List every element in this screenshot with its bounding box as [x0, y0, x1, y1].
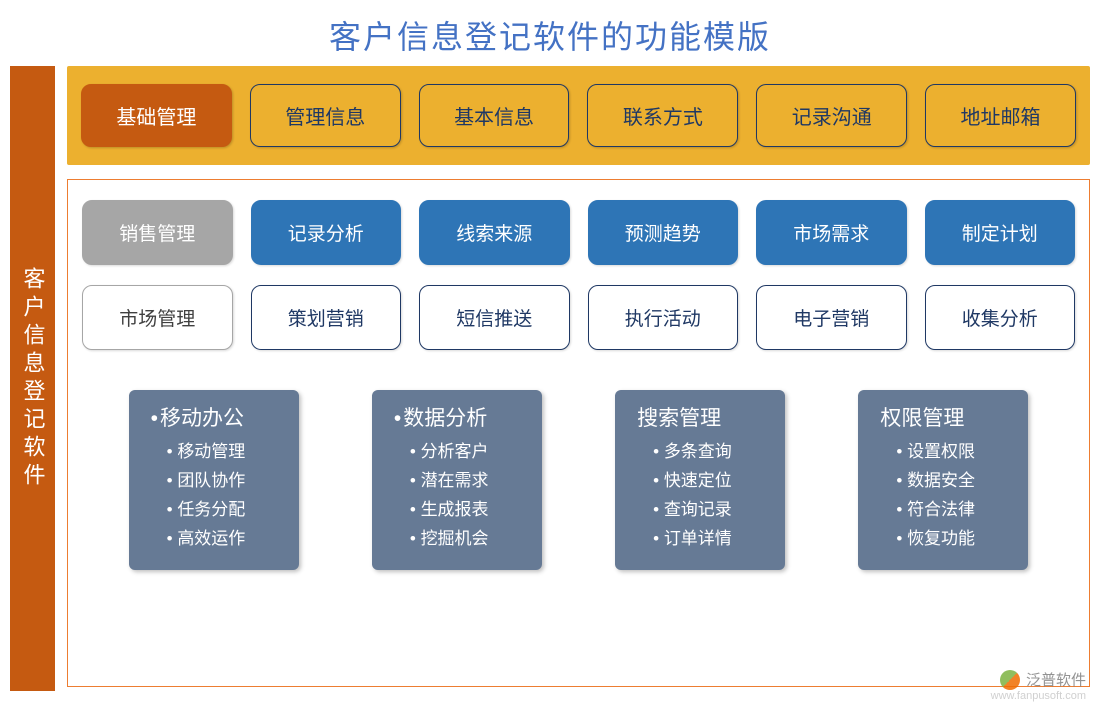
row-head-sales: 销售管理: [82, 200, 233, 265]
card-item: 任务分配: [167, 496, 277, 525]
watermark-logo-icon: [1000, 670, 1020, 690]
watermark: 泛普软件: [1000, 669, 1086, 690]
card-title: 搜索管理: [637, 402, 763, 432]
card-search-mgmt: 搜索管理 多条查询 快速定位 查询记录 订单详情: [615, 390, 785, 570]
top-tab-bar: 基础管理 管理信息 基本信息 联系方式 记录沟通 地址邮箱: [67, 66, 1090, 165]
cell-collect-analyze[interactable]: 收集分析: [925, 285, 1076, 350]
cell-exec-activity[interactable]: 执行活动: [588, 285, 739, 350]
row-market: 市场管理 策划营销 短信推送 执行活动 电子营销 收集分析: [82, 285, 1075, 350]
cell-plan-marketing[interactable]: 策划营销: [251, 285, 402, 350]
card-item: 团队协作: [167, 467, 277, 496]
cell-forecast-trend[interactable]: 预测趋势: [588, 200, 739, 265]
card-item: 订单详情: [653, 525, 763, 554]
cell-record-analysis[interactable]: 记录分析: [251, 200, 402, 265]
watermark-text: 泛普软件: [1026, 669, 1086, 690]
tab-basic-info[interactable]: 基本信息: [419, 84, 570, 147]
card-item: 数据安全: [896, 467, 1006, 496]
card-data-analysis: 数据分析 分析客户 潜在需求 生成报表 挖掘机会: [372, 390, 542, 570]
content-panel: 销售管理 记录分析 线索来源 预测趋势 市场需求 制定计划 市场管理 策划营销 …: [67, 179, 1090, 687]
tab-contact[interactable]: 联系方式: [587, 84, 738, 147]
card-title: 移动办公: [151, 402, 277, 432]
feature-cards: 移动办公 移动管理 团队协作 任务分配 高效运作 数据分析 分析客户 潜在需求 …: [82, 390, 1075, 570]
row-head-market: 市场管理: [82, 285, 233, 350]
card-item: 查询记录: [653, 496, 763, 525]
card-title: 权限管理: [880, 402, 1006, 432]
card-item: 多条查询: [653, 438, 763, 467]
card-item: 生成报表: [410, 496, 520, 525]
card-item: 潜在需求: [410, 467, 520, 496]
row-sales: 销售管理 记录分析 线索来源 预测趋势 市场需求 制定计划: [82, 200, 1075, 265]
card-item: 移动管理: [167, 438, 277, 467]
card-title: 数据分析: [394, 402, 520, 432]
cell-make-plan[interactable]: 制定计划: [925, 200, 1076, 265]
cell-sms-push[interactable]: 短信推送: [419, 285, 570, 350]
tab-basic-mgmt[interactable]: 基础管理: [81, 84, 232, 147]
card-item: 恢复功能: [896, 525, 1006, 554]
cell-market-demand[interactable]: 市场需求: [756, 200, 907, 265]
card-permission-mgmt: 权限管理 设置权限 数据安全 符合法律 恢复功能: [858, 390, 1028, 570]
sidebar-label: 客户信息登记软件: [10, 66, 55, 691]
tab-record-comm[interactable]: 记录沟通: [756, 84, 907, 147]
card-mobile-office: 移动办公 移动管理 团队协作 任务分配 高效运作: [129, 390, 299, 570]
main-content: 基础管理 管理信息 基本信息 联系方式 记录沟通 地址邮箱 销售管理 记录分析 …: [67, 66, 1090, 691]
tab-mgmt-info[interactable]: 管理信息: [250, 84, 401, 147]
card-item: 挖掘机会: [410, 525, 520, 554]
card-item: 高效运作: [167, 525, 277, 554]
main-layout: 客户信息登记软件 基础管理 管理信息 基本信息 联系方式 记录沟通 地址邮箱 销…: [0, 66, 1100, 691]
card-item: 符合法律: [896, 496, 1006, 525]
page-title: 客户信息登记软件的功能模版: [0, 0, 1100, 66]
cell-e-marketing[interactable]: 电子营销: [756, 285, 907, 350]
cell-lead-source[interactable]: 线索来源: [419, 200, 570, 265]
card-item: 快速定位: [653, 467, 763, 496]
card-item: 设置权限: [896, 438, 1006, 467]
card-item: 分析客户: [410, 438, 520, 467]
watermark-url: www.fanpusoft.com: [991, 690, 1086, 702]
tab-address-email[interactable]: 地址邮箱: [925, 84, 1076, 147]
